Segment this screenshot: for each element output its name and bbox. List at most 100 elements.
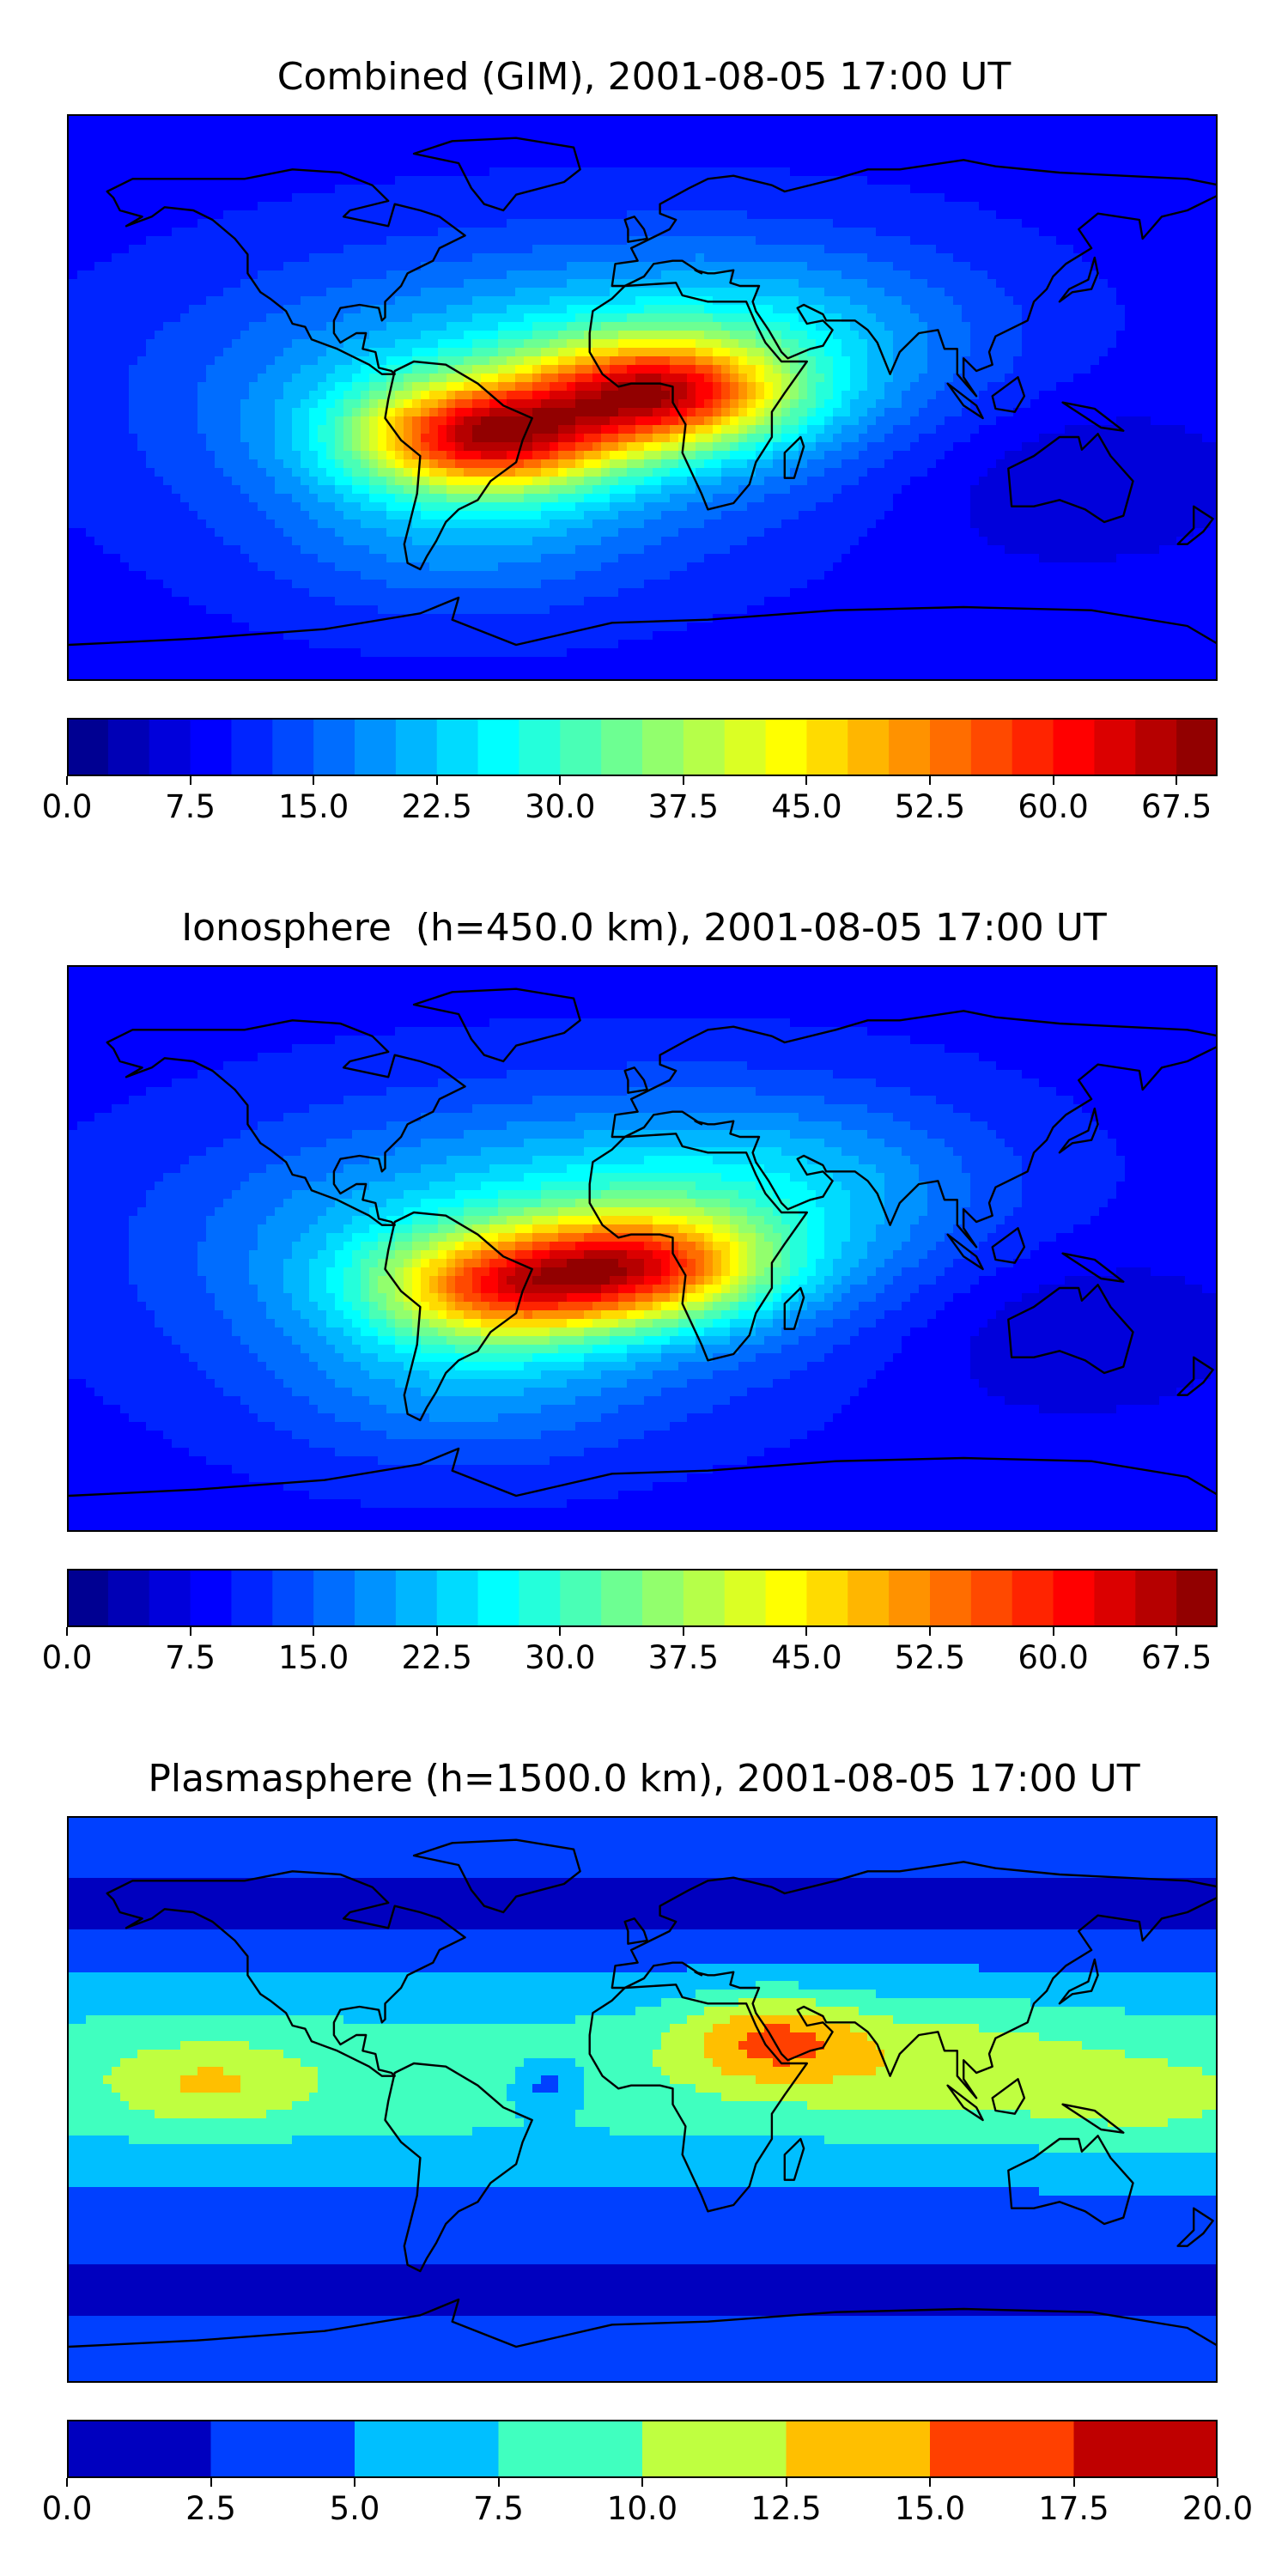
combined-cell [524,348,533,357]
combined-cell [378,305,387,314]
combined-cell [77,313,87,323]
combined-cell [404,408,413,417]
combined-cell [335,434,344,443]
combined-cell [841,185,851,194]
combined-cell [790,176,799,185]
combined-cell [1211,116,1216,125]
combined-cell [369,262,379,271]
combined-cell [945,305,954,314]
combined-cell [1039,270,1048,280]
combined-cell [507,331,516,340]
combined-cell [1048,185,1057,194]
combined-cell [644,202,653,211]
combined-cell [1159,356,1169,366]
combined-cell [859,270,868,280]
combined-cell [404,125,413,134]
combined-cell [489,185,499,194]
combined-cell [438,228,447,237]
combined-cell [1030,142,1040,151]
combined-cell [781,408,791,417]
combined-cell [524,399,533,409]
combined-cell [1082,382,1091,392]
combined-cell [412,425,422,434]
combined-cell [1056,382,1066,392]
combined-cell [592,228,602,237]
combined-cell [386,391,396,400]
combined-cell [773,331,782,340]
combined-cell [438,331,447,340]
combined-cell [730,331,739,340]
combined-cell [532,236,542,246]
combined-cell [137,331,147,340]
combined-cell [1211,374,1216,383]
combined-cell [1005,296,1014,306]
combined-cell [1168,159,1177,168]
combined-cell [799,150,808,160]
combined-cell [807,408,817,417]
combined-cell [275,322,284,331]
combined-cell [180,133,190,143]
combined-cell [455,391,465,400]
combined-cell [464,159,473,168]
combined-cell [1185,245,1194,254]
combined-cell [1142,185,1151,194]
combined-cell [94,116,104,125]
combined-cell [507,150,516,160]
combined-cell [1091,176,1100,185]
combined-cell [824,219,834,228]
combined-cell [197,142,207,151]
combined-cell [790,322,799,331]
combined-cell [1108,150,1117,160]
combined-cell [386,193,396,203]
combined-cell [1194,296,1203,306]
combined-cell [601,391,611,400]
combined-cell [438,408,447,417]
combined-cell [120,382,130,392]
combined-cell [653,228,662,237]
combined-cell [395,348,404,357]
combined-cell [429,399,439,409]
combined-cell [1159,125,1169,134]
combined-cell [386,339,396,349]
combined-cell [541,150,550,160]
combined-cell [86,305,95,314]
combined-cell [249,236,258,246]
combined-cell [841,270,851,280]
combined-cell [172,339,181,349]
combined-cell [163,219,173,228]
combined-cell [189,202,198,211]
combined-cell [163,253,173,263]
combined-cell [859,210,868,220]
combined-cell [129,365,138,374]
combined-cell [764,133,774,143]
combined-cell [567,253,576,263]
combined-cell [1211,356,1216,366]
combined-cell [1099,228,1109,237]
combined-cell [678,125,688,134]
combined-cell [1091,116,1100,125]
combined-cell [833,322,842,331]
combined-cell [206,202,216,211]
combined-cell [618,193,628,203]
combined-cell [824,348,834,357]
combined-cell [129,391,138,400]
combined-cell [816,133,825,143]
combined-cell [1030,176,1040,185]
combined-cell [1022,339,1031,349]
combined-cell [953,176,963,185]
combined-cell [77,193,87,203]
combined-cell [412,116,422,125]
combined-cell [103,391,112,400]
combined-cell [627,270,636,280]
combined-cell [464,125,473,134]
combined-cell [893,193,902,203]
combined-cell [86,236,95,246]
combined-cell [223,193,233,203]
combined-cell [799,245,808,254]
combined-cell [618,245,628,254]
combined-cell [644,296,653,306]
combined-cell [232,176,241,185]
combined-cell [713,348,722,357]
combined-cell [575,262,585,271]
combined-cell [249,434,258,443]
